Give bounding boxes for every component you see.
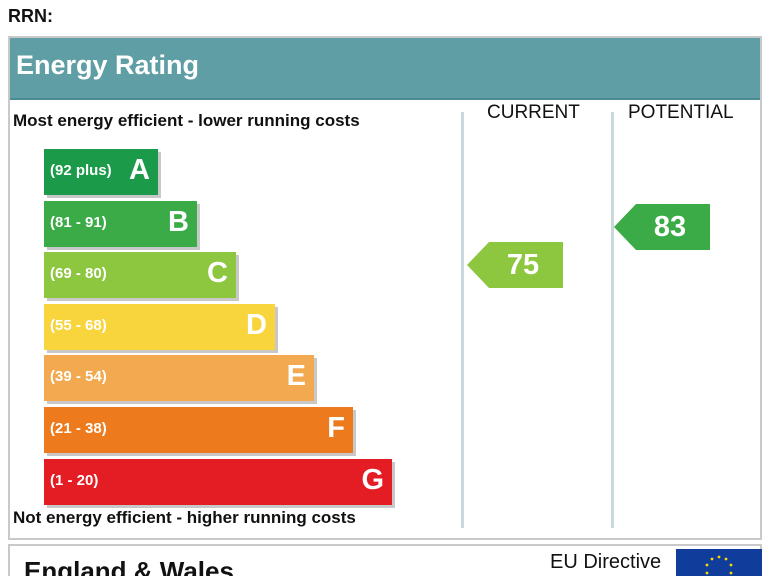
band-d: (55 - 68) D <box>44 303 275 350</box>
caption-least-efficient: Not energy efficient - higher running co… <box>13 508 356 527</box>
band-f-range: (21 - 38) <box>50 420 107 437</box>
band-c-range: (69 - 80) <box>50 265 107 283</box>
band-e-letter: E <box>286 360 306 393</box>
band-b: (81 - 91) B <box>44 200 197 247</box>
current-rating-value: 75 <box>506 248 540 281</box>
band-d-range: (55 - 68) <box>50 316 107 334</box>
column-divider-current <box>461 112 464 528</box>
band-c: (69 - 80) C <box>44 252 236 299</box>
column-divider-potential <box>611 112 614 528</box>
footer-region: England & Wales <box>24 556 234 576</box>
band-e: (39 - 54) E <box>44 355 314 402</box>
band-b-range: (81 - 91) <box>50 213 107 231</box>
current-column-header: CURRENT <box>487 102 580 123</box>
rrn-label: RRN: <box>8 6 53 26</box>
potential-rating-arrow: 83 <box>614 204 710 250</box>
band-g: (1 - 20) G <box>44 458 392 505</box>
current-rating-arrow: 75 <box>467 242 563 288</box>
panel-title: Energy Rating <box>16 50 200 80</box>
potential-rating-arrow-shape <box>614 204 710 250</box>
caption-most-efficient: Most energy efficient - lower running co… <box>13 111 360 130</box>
footer-bar: England & Wales EU Directive <box>8 544 762 576</box>
band-b-letter: B <box>168 205 189 238</box>
eu-directive-label: EU Directive <box>550 551 662 573</box>
potential-rating-value: 83 <box>653 210 687 243</box>
band-a-letter: A <box>129 154 150 186</box>
header-bar: Energy Rating <box>10 38 760 100</box>
band-g-letter: G <box>361 463 384 496</box>
band-c-letter: C <box>207 257 228 290</box>
band-e-range: (39 - 54) <box>50 368 107 386</box>
band-a-range: (92 plus) <box>50 162 112 179</box>
band-f-letter: F <box>327 412 345 444</box>
band-a: (92 plus) A <box>44 149 158 195</box>
band-f: (21 - 38) F <box>44 407 353 453</box>
eu-flag-icon <box>676 549 762 576</box>
potential-column-header: POTENTIAL <box>628 102 734 123</box>
band-d-letter: D <box>246 308 267 341</box>
band-g-range: (1 - 20) <box>50 471 99 489</box>
current-rating-arrow-shape <box>467 242 563 288</box>
